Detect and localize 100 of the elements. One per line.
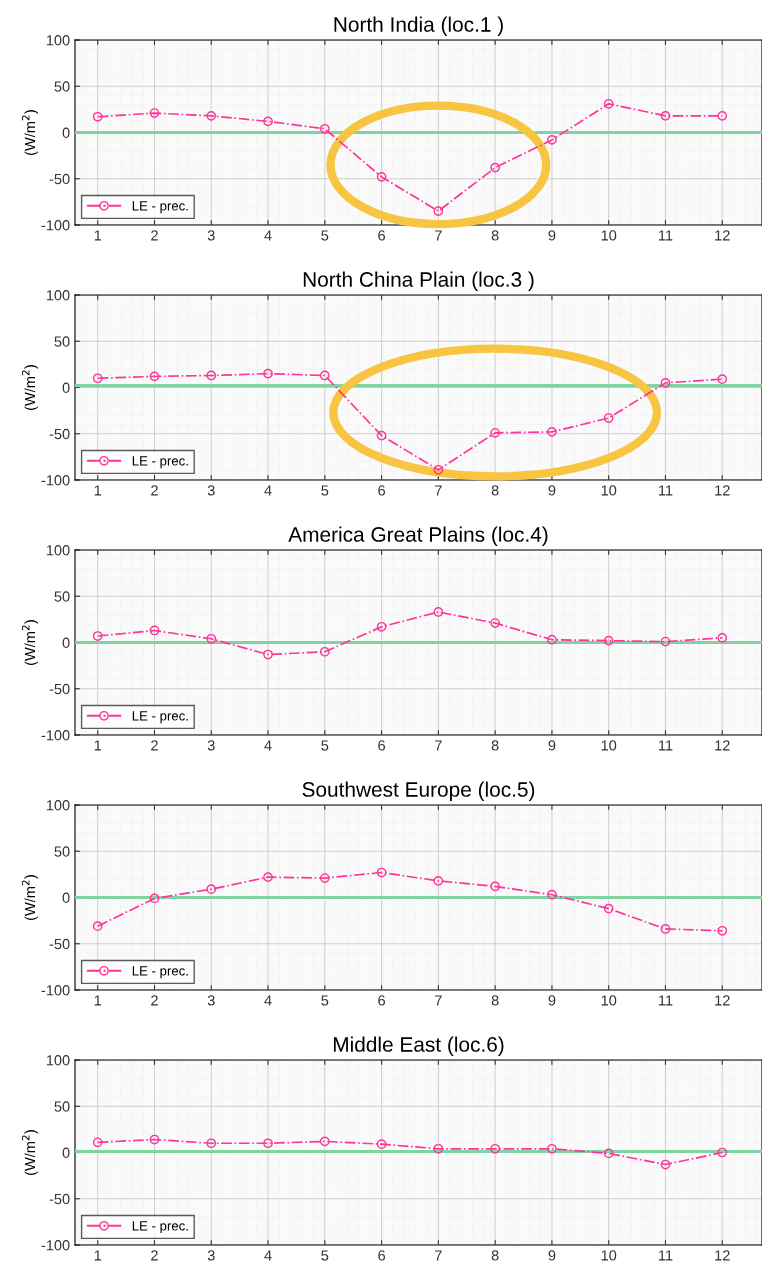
x-tick-label: 6 <box>378 1250 386 1261</box>
x-tick-label: 9 <box>548 485 556 496</box>
point <box>433 206 444 216</box>
point <box>717 1147 728 1158</box>
point <box>603 98 614 109</box>
x-tick-label: 5 <box>321 995 329 1006</box>
point <box>319 646 330 657</box>
legend-label: LE - prec. <box>132 201 188 214</box>
point <box>206 110 217 121</box>
x-tick-label: 1 <box>94 995 102 1006</box>
y-axis-title: (W/m$^{2}$) <box>21 1130 39 1175</box>
x-tick-label: 6 <box>378 230 386 241</box>
y-tick-label: 0 <box>62 127 70 138</box>
point <box>717 633 728 643</box>
legend-label: LE - prec. <box>132 456 188 469</box>
y-tick-label: 50 <box>54 336 70 347</box>
point <box>92 373 103 384</box>
x-tick-label: 8 <box>491 230 499 241</box>
x-tick-label: 12 <box>715 230 730 241</box>
point <box>660 110 671 121</box>
x-tick-label: 4 <box>264 230 272 241</box>
x-tick-label: 10 <box>601 1250 617 1261</box>
point <box>376 1139 387 1150</box>
point <box>319 873 330 883</box>
x-tick-label: 3 <box>207 485 215 496</box>
x-tick-label: 1 <box>94 230 102 241</box>
x-tick-label: 2 <box>151 995 158 1006</box>
point <box>660 636 671 647</box>
x-tick-label: 7 <box>435 1250 442 1261</box>
point <box>92 921 103 932</box>
x-tick-label: 2 <box>151 1250 158 1261</box>
x-tick-label: 11 <box>659 740 673 751</box>
y-tick-label: 0 <box>62 382 70 393</box>
x-tick-label: 4 <box>264 740 272 751</box>
x-tick-label: 8 <box>491 1250 499 1261</box>
point <box>149 625 160 636</box>
y-tick-label: 0 <box>62 892 70 903</box>
y-axis-title: (W/m$^{2}$) <box>21 110 39 155</box>
point <box>149 1134 160 1145</box>
x-tick-label: 3 <box>207 740 215 751</box>
point <box>547 135 557 145</box>
point <box>433 464 444 475</box>
point <box>603 903 614 914</box>
point <box>547 427 557 437</box>
y-tick-label: -100 <box>41 1240 70 1251</box>
y-tick-label: -50 <box>49 428 70 440</box>
x-tick-label: 5 <box>321 740 329 751</box>
y-tick-label: 0 <box>62 1147 70 1158</box>
x-tick-label: 5 <box>321 485 329 496</box>
chart-title: North China Plain (loc.3 ) <box>303 271 534 291</box>
x-tick-label: 7 <box>435 485 442 496</box>
point <box>717 925 728 936</box>
point <box>206 884 217 895</box>
point <box>206 370 217 381</box>
x-tick-label: 4 <box>264 995 272 1006</box>
point <box>717 374 728 385</box>
point <box>149 371 160 382</box>
point <box>490 427 501 438</box>
point <box>603 1148 614 1159</box>
point <box>92 1137 103 1148</box>
x-tick-label: 8 <box>491 995 499 1006</box>
y-tick-label: 50 <box>54 846 70 857</box>
legend-label: LE - prec. <box>132 966 188 979</box>
y-tick-label: -100 <box>41 220 70 231</box>
chart-title: Middle East (loc.6) <box>333 1036 504 1056</box>
y-tick-label: 50 <box>54 1101 70 1112</box>
point <box>263 649 273 660</box>
x-tick-label: 2 <box>151 230 158 241</box>
x-tick-label: 7 <box>435 995 442 1006</box>
x-tick-label: 5 <box>321 1250 329 1261</box>
point <box>376 172 387 182</box>
point <box>263 116 273 127</box>
point <box>717 110 728 121</box>
point <box>149 108 160 118</box>
point <box>490 1143 501 1154</box>
point <box>149 893 160 904</box>
x-tick-label: 4 <box>264 1250 272 1261</box>
point <box>263 1138 273 1149</box>
point <box>319 1136 330 1147</box>
chart-title: America Great Plains (loc.4) <box>288 526 548 546</box>
chart-title: Southwest Europe (loc.5) <box>302 781 535 801</box>
point <box>376 867 387 878</box>
point <box>92 111 103 122</box>
point <box>433 607 444 617</box>
y-axis-title: (W/m$^{2}$) <box>21 620 39 665</box>
x-tick-label: 10 <box>601 995 617 1006</box>
y-tick-label: 100 <box>46 800 70 811</box>
point <box>92 631 103 641</box>
y-tick-label: -100 <box>41 985 70 996</box>
point <box>660 378 671 388</box>
x-tick-label: 5 <box>321 230 329 241</box>
y-tick-label: 50 <box>54 591 70 602</box>
y-tick-label: 50 <box>54 81 70 92</box>
x-tick-label: 2 <box>151 740 158 751</box>
x-tick-label: 1 <box>94 485 102 496</box>
x-tick-label: 12 <box>715 995 730 1006</box>
x-tick-label: 12 <box>715 1250 730 1261</box>
x-tick-label: 11 <box>659 995 673 1006</box>
x-tick-label: 11 <box>659 1250 673 1261</box>
x-tick-label: 8 <box>491 740 499 751</box>
